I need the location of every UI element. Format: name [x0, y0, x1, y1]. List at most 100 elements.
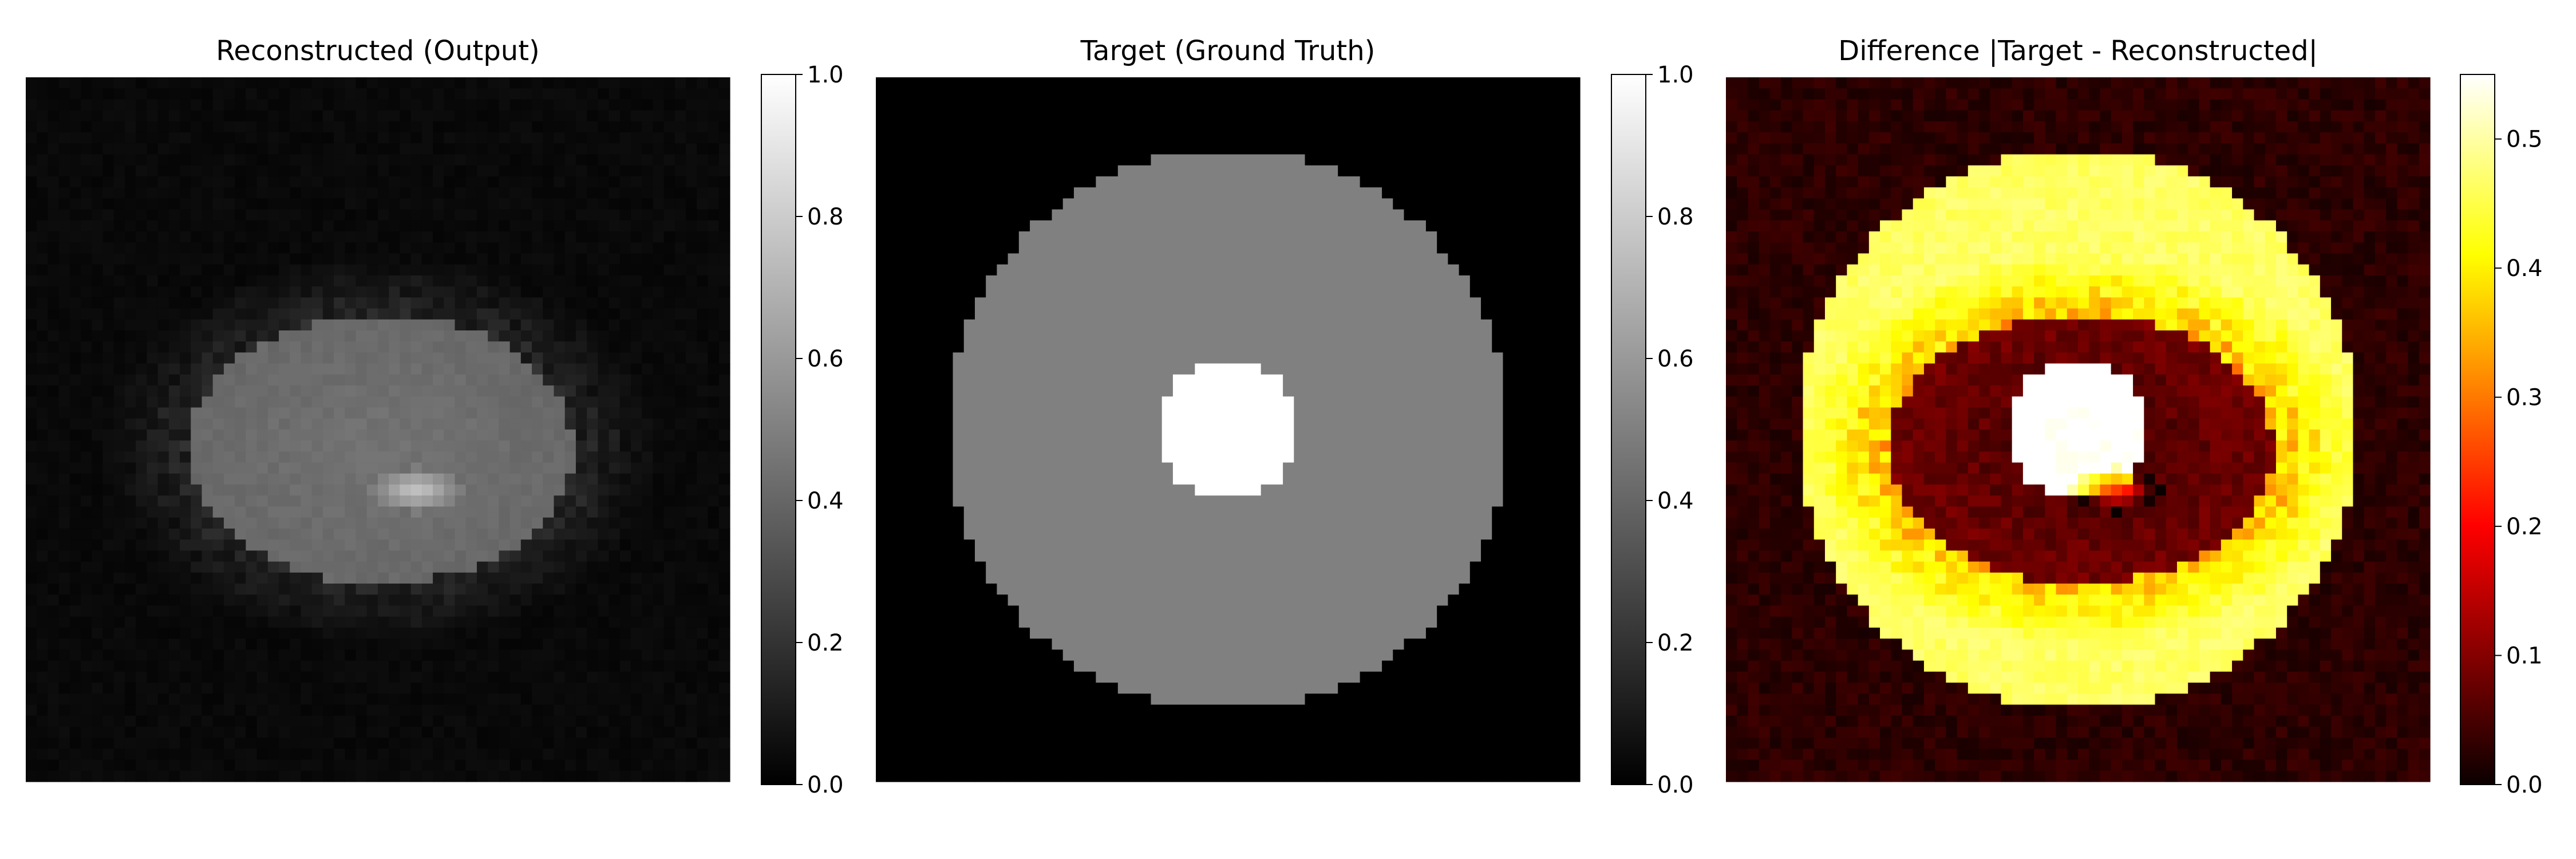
heatmap-cell [631, 616, 642, 628]
heatmap-cell [180, 462, 191, 474]
heatmap-cell [378, 473, 389, 485]
heatmap-cell [1305, 110, 1317, 122]
heatmap-cell [410, 759, 422, 771]
heatmap-cell [686, 451, 697, 463]
heatmap-cell [124, 154, 136, 166]
heatmap-cell [898, 121, 910, 133]
heatmap-cell [279, 143, 290, 155]
heatmap-cell [1536, 209, 1547, 221]
heatmap-cell [1349, 176, 1361, 188]
heatmap-cell [113, 683, 125, 694]
heatmap-cell [1062, 154, 1074, 166]
heatmap-cell [718, 495, 730, 507]
heatmap-cell [653, 770, 665, 782]
heatmap-cell [322, 726, 334, 738]
heatmap-cell [147, 77, 159, 89]
heatmap-cell [718, 88, 730, 100]
heatmap-cell [400, 726, 412, 738]
heatmap-cell [653, 242, 665, 254]
heatmap-cell [1404, 154, 1416, 166]
heatmap-cell [1459, 110, 1471, 122]
heatmap-cell [290, 683, 302, 694]
heatmap-cell [488, 430, 500, 441]
heatmap-cell [963, 220, 975, 232]
heatmap-cell [509, 693, 521, 706]
heatmap-cell [180, 176, 191, 188]
heatmap-cell [631, 594, 642, 606]
heatmap-cell [102, 176, 114, 188]
heatmap-cell [1448, 77, 1460, 89]
heatmap-cell [223, 605, 235, 617]
heatmap-cell [355, 165, 368, 177]
heatmap-cell [378, 517, 389, 529]
heatmap-cell [1360, 154, 1372, 166]
heatmap-cell [997, 198, 1009, 210]
heatmap-cell [953, 198, 965, 210]
heatmap-cell [488, 209, 500, 221]
heatmap-cell [674, 639, 686, 650]
heatmap-cell [113, 110, 125, 122]
heatmap-cell [609, 275, 621, 287]
heatmap-cell [157, 407, 169, 419]
heatmap-cell [256, 738, 268, 749]
heatmap-cell [642, 726, 654, 738]
heatmap-cell [147, 561, 159, 573]
heatmap-cell [1415, 88, 1427, 100]
heatmap-cell [543, 99, 555, 111]
heatmap-cell [26, 440, 37, 452]
heatmap-cell [598, 759, 610, 771]
heatmap-cell [653, 352, 665, 364]
heatmap-cell [191, 396, 203, 408]
heatmap-cell [1469, 176, 1481, 188]
heatmap-cell [455, 198, 467, 210]
heatmap-cell [499, 584, 511, 595]
heatmap-cell [92, 176, 104, 188]
heatmap-cell [113, 738, 125, 749]
heatmap-cell [378, 99, 389, 111]
heatmap-cell [686, 495, 697, 507]
heatmap-cell [410, 572, 422, 584]
heatmap-cell [37, 704, 49, 716]
heatmap-cell [81, 407, 92, 419]
heatmap-cell [400, 561, 412, 573]
heatmap-cell [256, 209, 268, 221]
heatmap-cell [1294, 198, 1306, 210]
heatmap-cell [642, 639, 654, 650]
heatmap-cell [400, 77, 412, 89]
heatmap-cell [81, 220, 92, 232]
heatmap-cell [974, 132, 986, 144]
heatmap-cell [147, 121, 159, 133]
heatmap-cell [1096, 77, 1108, 89]
heatmap-cell [543, 77, 555, 89]
heatmap-cell [180, 605, 191, 617]
heatmap-cell [444, 671, 456, 683]
heatmap-cell [355, 528, 368, 540]
heatmap-cell [564, 770, 576, 782]
heatmap-cell [301, 352, 313, 364]
heatmap-cell [37, 352, 49, 364]
heatmap-cell [223, 176, 235, 188]
heatmap-cell [488, 770, 500, 782]
heatmap-cell [301, 110, 313, 122]
heatmap-cell [663, 649, 675, 661]
heatmap-cell [147, 275, 159, 287]
heatmap-cell [1349, 165, 1361, 177]
heatmap-cell [421, 495, 433, 507]
heatmap-cell [235, 605, 246, 617]
heatmap-cell [444, 484, 456, 496]
heatmap-cell [58, 308, 70, 320]
heatmap-cell [575, 165, 587, 177]
heatmap-cell [499, 539, 511, 551]
heatmap-cell [322, 154, 334, 166]
heatmap-cell [465, 242, 477, 254]
heatmap-cell [279, 726, 290, 738]
heatmap-cell [389, 561, 401, 573]
heatmap-cell [598, 385, 610, 397]
heatmap-cell [1129, 132, 1140, 144]
heatmap-cell [69, 121, 81, 133]
heatmap-cell [37, 132, 49, 144]
heatmap-cell [37, 649, 49, 661]
heatmap-cell [92, 154, 104, 166]
heatmap-cell [246, 495, 258, 507]
heatmap-cell [378, 187, 389, 199]
